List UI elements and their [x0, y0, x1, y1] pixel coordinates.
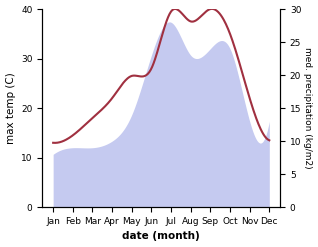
X-axis label: date (month): date (month)	[122, 231, 200, 242]
Y-axis label: max temp (C): max temp (C)	[5, 72, 16, 144]
Y-axis label: med. precipitation (kg/m2): med. precipitation (kg/m2)	[303, 47, 313, 169]
